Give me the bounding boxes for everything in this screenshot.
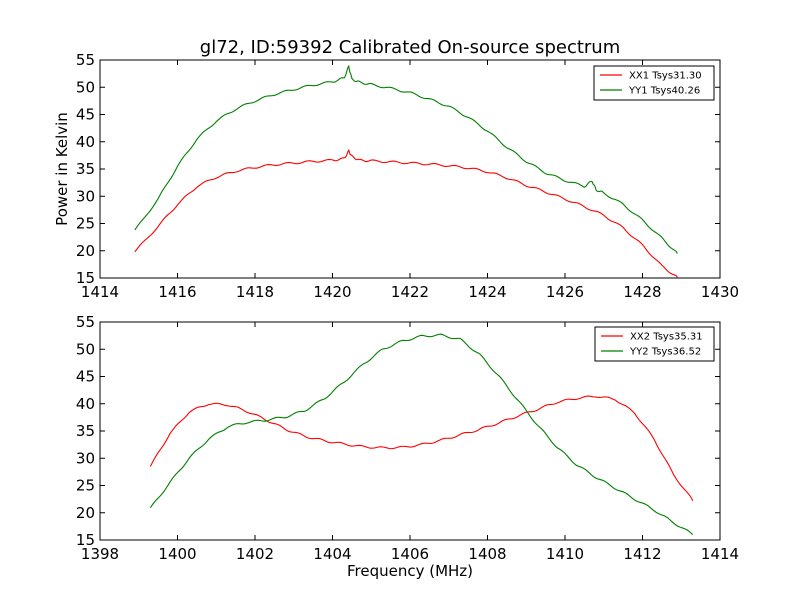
y-tick-label: 35 — [76, 422, 95, 440]
y-tick-label: 55 — [76, 313, 95, 331]
x-tick-label: 1402 — [236, 545, 274, 563]
y-tick-label: 20 — [76, 242, 95, 260]
y-tick-label: 40 — [76, 133, 95, 151]
y-tick-label: 45 — [76, 368, 95, 386]
x-tick-label: 1426 — [546, 283, 584, 301]
y-tick-label: 15 — [76, 531, 95, 549]
x-tick-label: 1424 — [468, 283, 506, 301]
legend-1: XX1 Tsys31.30 YY1 Tsys40.26 — [593, 65, 715, 101]
y-tick-label: 20 — [76, 504, 95, 522]
legend-box — [593, 65, 715, 101]
series-line-2-2 — [149, 333, 694, 535]
y-axis-label: Power in Kelvin — [53, 112, 71, 226]
plot-panel-1: 1414 1416 1418 1420 1422 1424 1426 1428 1430 15 20… — [53, 37, 739, 301]
series-line-1-1 — [134, 148, 678, 278]
y-tick-label: 25 — [76, 215, 95, 233]
x-tick-label: 1404 — [313, 545, 351, 563]
x-tick-label: 1416 — [158, 283, 196, 301]
x-tick-label: 1400 — [158, 545, 196, 563]
x-tick-label: 1420 — [313, 283, 351, 301]
x-tick-label: 1428 — [623, 283, 661, 301]
x-tick-label: 1408 — [468, 545, 506, 563]
legend-entry: YY2 Tsys36.52 — [629, 347, 701, 358]
chart-title: gl72, ID:59392 Calibrated On-source spec… — [200, 37, 620, 58]
y-tick-label: 30 — [76, 449, 95, 467]
plot-panel-2: 1398 1400 1402 1404 1406 1408 1410 1412 1414 15 20… — [76, 313, 739, 580]
y-tick-label: 45 — [76, 106, 95, 124]
x-tick-label: 1414 — [81, 283, 119, 301]
x-tick-label: 1422 — [391, 283, 429, 301]
x-tick-label: 1414 — [701, 545, 739, 563]
series-line-2-1 — [149, 395, 694, 502]
x-tick-label: 1406 — [391, 545, 429, 563]
y-tick-label: 15 — [76, 269, 95, 287]
legend-entry: YY1 Tsys40.26 — [628, 86, 700, 97]
y-tick-label: 50 — [76, 78, 95, 96]
x-tick-label: 1418 — [236, 283, 274, 301]
y-tick-label: 50 — [76, 340, 95, 358]
x-tick-label: 1410 — [546, 545, 584, 563]
x-tick-label: 1430 — [701, 283, 739, 301]
series-line-1-2 — [134, 64, 678, 254]
y-tick-label: 55 — [76, 51, 95, 69]
x-axis-label: Frequency (MHz) — [347, 562, 473, 580]
y-tick-label: 35 — [76, 160, 95, 178]
x-tick-label: 1412 — [623, 545, 661, 563]
y-tick-label: 25 — [76, 477, 95, 495]
legend-entry: XX2 Tsys35.31 — [630, 332, 703, 343]
x-tick-label: 1398 — [81, 545, 119, 563]
legend-box — [594, 326, 715, 362]
y-tick-label: 40 — [76, 395, 95, 413]
y-tick-label: 30 — [76, 187, 95, 205]
legend-2: XX2 Tsys35.31 YY2 Tsys36.52 — [594, 326, 715, 362]
legend-entry: XX1 Tsys31.30 — [629, 71, 702, 82]
